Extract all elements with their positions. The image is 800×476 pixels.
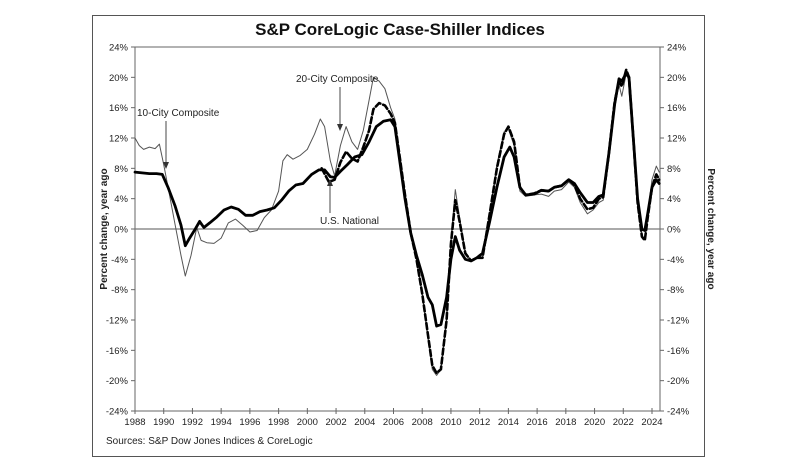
series-group [133, 68, 661, 376]
y-tick-label-left: -4% [111, 255, 128, 266]
y-tick-label-left: 0% [114, 225, 128, 236]
y-axis-title-left: Percent change, year ago [99, 168, 110, 289]
annotations: 10-City Composite 20-City Composite U.S. N… [137, 74, 379, 227]
x-tick-label: 2016 [527, 417, 548, 428]
x-tick-label: 1998 [268, 417, 289, 428]
y-tick-label-left: 12% [109, 134, 129, 145]
annotation-us-national: U.S. National [320, 216, 379, 227]
x-tick-label: 2010 [440, 417, 461, 428]
x-tick-label: 2008 [412, 417, 433, 428]
annotation-arrowhead-us-national [327, 179, 333, 186]
x-tick-label: 1996 [239, 417, 260, 428]
x-tick-label: 2020 [584, 417, 605, 428]
source-note: Sources: S&P Dow Jones Indices & CoreLog… [106, 436, 313, 447]
y-tick-label-right: -12% [667, 316, 690, 327]
y-axis-title-right: Percent change, year ago [705, 168, 716, 289]
y-tick-label-left: -20% [106, 376, 129, 387]
y-tick-label-left: -24% [106, 407, 129, 418]
annotation-arrowhead-10-city [163, 162, 169, 169]
x-tick-label: 1992 [182, 417, 203, 428]
axes: 24% 24% 20% 20% 16% 16% 12% 12% 8% 8% 4% 4% 0% 0% -4% -… [106, 43, 690, 429]
annotation-10-city: 10-City Composite [137, 108, 220, 119]
y-tick-label-left: 24% [109, 43, 129, 54]
x-tick-label: 2006 [383, 417, 404, 428]
y-tick-label-right: -20% [667, 376, 690, 387]
x-tick-label: 1988 [124, 417, 145, 428]
chart-title: S&P CoreLogic Case-Shiller Indices [255, 20, 545, 39]
x-tick-label: 2000 [297, 417, 318, 428]
y-tick-label-right: 24% [667, 43, 687, 54]
y-tick-label-right: 0% [667, 225, 681, 236]
y-tick-label-left: -16% [106, 346, 129, 357]
y-tick-label-right: 20% [667, 73, 687, 84]
y-tick-label-left: 8% [114, 164, 128, 175]
x-tick-label: 2012 [469, 417, 490, 428]
x-tick-label: 2018 [555, 417, 576, 428]
series-line-u-s-national [133, 72, 661, 328]
x-tick-label: 2004 [354, 417, 375, 428]
y-tick-label-left: 4% [114, 194, 128, 205]
annotation-20-city: 20-City Composite [296, 74, 379, 85]
x-tick-label: 2014 [498, 417, 519, 428]
y-tick-label-right: -24% [667, 407, 690, 418]
y-tick-label-right: 12% [667, 134, 687, 145]
x-tick-label: 1990 [153, 417, 174, 428]
y-tick-label-right: 4% [667, 194, 681, 205]
y-tick-label-right: -16% [667, 346, 690, 357]
y-tick-label-right: -4% [667, 255, 684, 266]
chart-frame [92, 15, 705, 457]
series-line-20-city-composite [320, 68, 661, 375]
x-tick-label: 2024 [641, 417, 662, 428]
y-tick-label-left: 20% [109, 73, 129, 84]
x-tick-label: 2022 [613, 417, 634, 428]
y-tick-label-right: 16% [667, 103, 687, 114]
y-tick-label-right: 8% [667, 164, 681, 175]
y-tick-label-left: -8% [111, 285, 128, 296]
y-tick-label-left: 16% [109, 103, 129, 114]
annotation-arrowhead-20-city [337, 124, 343, 131]
y-tick-label-right: -8% [667, 285, 684, 296]
x-tick-label: 1994 [211, 417, 232, 428]
x-tick-label: 2002 [325, 417, 346, 428]
y-tick-label-left: -12% [106, 316, 129, 327]
